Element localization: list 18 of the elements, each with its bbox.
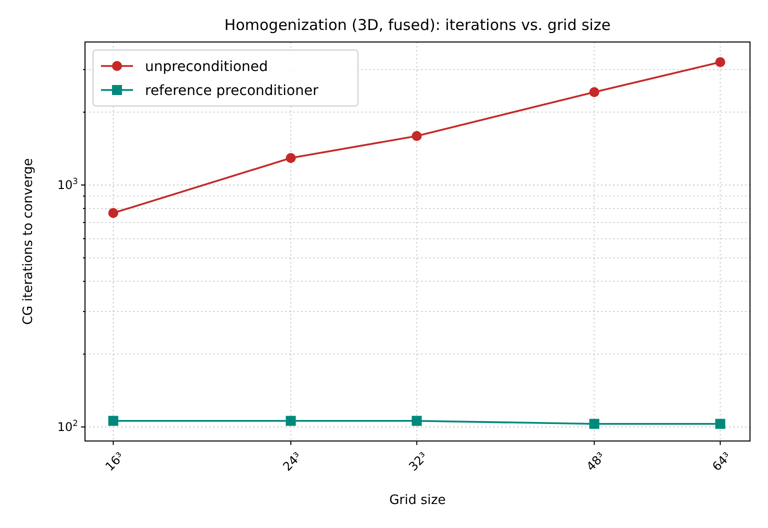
- point: [412, 131, 422, 142]
- x-tick-label: 24³: [280, 449, 304, 474]
- chart-title: Homogenization (3D, fused): iterations vs. grid size: [224, 16, 611, 34]
- point: [715, 57, 726, 68]
- x-tick-label: 32³: [406, 449, 430, 474]
- legend-label: unpreconditioned: [145, 59, 268, 75]
- point: [108, 208, 118, 218]
- legend-label: reference preconditioner: [145, 83, 319, 99]
- x-tick-label: 16³: [102, 449, 127, 474]
- y-axis-title: CG iterations to converge: [21, 158, 36, 325]
- x-axis-title: Grid size: [389, 493, 446, 508]
- point: [412, 416, 422, 426]
- x-tick-label: 48³: [584, 449, 608, 474]
- y-tick-label: 10$^{3}$: [57, 176, 78, 192]
- x-tick-label: 64³: [709, 449, 734, 474]
- y-tick-label: 10$^{2}$: [57, 418, 78, 434]
- point: [108, 416, 118, 426]
- point: [715, 418, 726, 429]
